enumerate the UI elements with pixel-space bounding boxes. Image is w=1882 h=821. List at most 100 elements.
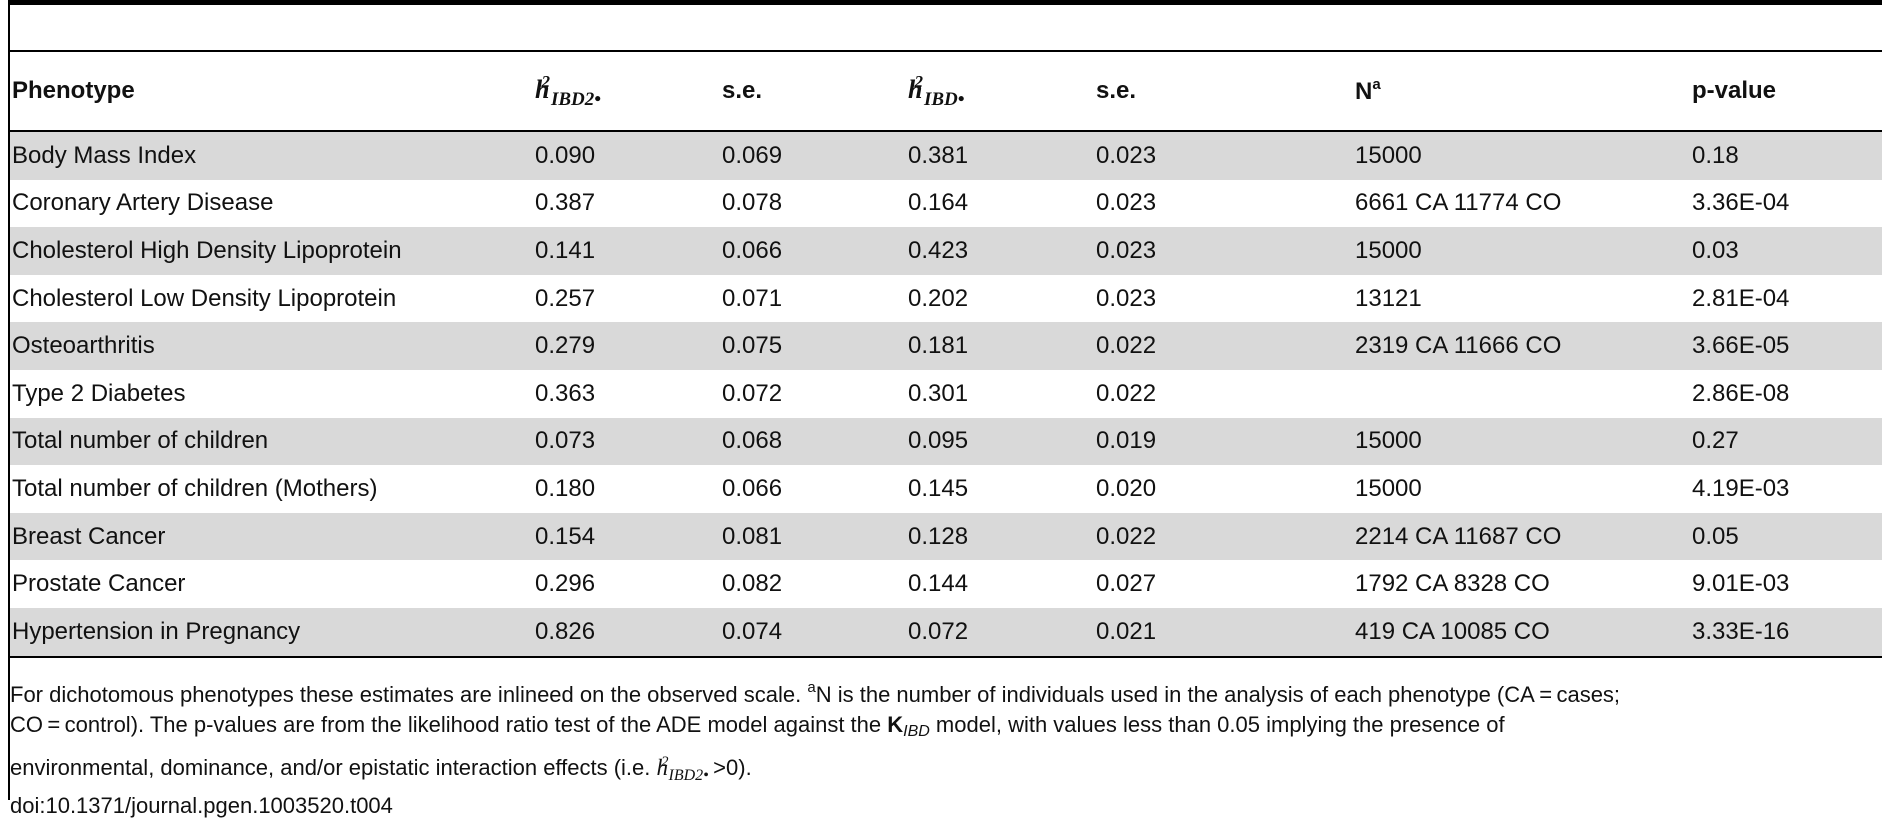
cell-se-1: 0.081 bbox=[720, 512, 906, 561]
cell-h2-ibd: 0.164 bbox=[908, 189, 969, 217]
cell-phenotype: Cholesterol High Density Lipoprotein bbox=[10, 227, 533, 275]
cell-h2-ibd: 0.144 bbox=[908, 570, 969, 598]
cell-n: 419 CA 10085 CO bbox=[1353, 607, 1690, 658]
cell-se-1: 0.066 bbox=[722, 474, 783, 502]
table-body: Body Mass Index 0.090 0.069 0.381 0.023 … bbox=[10, 131, 1882, 658]
table-row: Type 2 Diabetes 0.363 0.072 0.301 0.022 … bbox=[10, 370, 1882, 418]
cell-pvalue: 3.66E-05 bbox=[1690, 322, 1882, 370]
table-row: Total number of children (Mothers) 0.180… bbox=[10, 465, 1882, 513]
cell-se-2: 0.022 bbox=[1094, 322, 1353, 370]
header-h2-ibd2: h2IBD2• bbox=[533, 50, 720, 132]
top-border-rule bbox=[8, 0, 1882, 5]
cell-pvalue: 0.05 bbox=[1690, 512, 1882, 561]
cell-pvalue: 3.33E-16 bbox=[1690, 607, 1882, 658]
cell-se-2: 0.027 bbox=[1096, 570, 1157, 598]
cell-pvalue: 0.27 bbox=[1690, 417, 1882, 466]
h2-ibd2-inline-symbol: h2IBD2• bbox=[656, 754, 709, 784]
cell-se-2: 0.021 bbox=[1094, 607, 1353, 658]
table-row: Osteoarthritis 0.279 0.075 0.181 0.022 2… bbox=[10, 322, 1882, 370]
header-se-1: s.e. bbox=[720, 50, 906, 132]
cell-h2-ibd: 0.423 bbox=[906, 227, 1094, 275]
cell-se-1: 0.082 bbox=[722, 570, 783, 598]
cell-h2-ibd2: 0.279 bbox=[533, 322, 720, 370]
cell-h2-ibd: 0.145 bbox=[908, 474, 969, 502]
cell-h2-ibd: 0.202 bbox=[908, 284, 969, 312]
cell-pvalue: 4.19E-03 bbox=[1692, 474, 1790, 502]
cell-se-2: 0.022 bbox=[1094, 512, 1353, 561]
cell-phenotype: Breast Cancer bbox=[10, 512, 533, 561]
cell-se-2: 0.019 bbox=[1094, 417, 1353, 466]
cell-phenotype: Hypertension in Pregnancy bbox=[10, 607, 533, 658]
cell-se-1: 0.075 bbox=[720, 322, 906, 370]
cell-se-2: 0.023 bbox=[1094, 227, 1353, 275]
cell-se-2: 0.023 bbox=[1096, 189, 1157, 217]
cell-se-1: 0.069 bbox=[720, 131, 906, 180]
cell-h2-ibd: 0.095 bbox=[906, 417, 1094, 466]
cell-h2-ibd2: 0.363 bbox=[535, 379, 596, 407]
cell-pvalue: 0.03 bbox=[1690, 227, 1882, 275]
cell-se-1: 0.071 bbox=[722, 284, 783, 312]
cell-n: 2319 CA 11666 CO bbox=[1353, 322, 1690, 370]
cell-h2-ibd2: 0.257 bbox=[535, 284, 596, 312]
cell-n: 15000 bbox=[1353, 227, 1690, 275]
cell-pvalue: 2.86E-08 bbox=[1692, 379, 1790, 407]
cell-h2-ibd2: 0.141 bbox=[533, 227, 720, 275]
header-se-2: s.e. bbox=[1094, 50, 1353, 132]
left-border-rule bbox=[8, 0, 10, 800]
cell-h2-ibd: 0.072 bbox=[906, 607, 1094, 658]
table-row: Hypertension in Pregnancy 0.826 0.074 0.… bbox=[10, 607, 1882, 658]
cell-se-2: 0.022 bbox=[1096, 379, 1157, 407]
cell-phenotype: Coronary Artery Disease bbox=[12, 189, 274, 217]
cell-h2-ibd2: 0.826 bbox=[533, 607, 720, 658]
cell-h2-ibd2: 0.180 bbox=[535, 474, 596, 502]
cell-n: 6661 CA 11774 CO bbox=[1355, 189, 1562, 217]
results-table-container: Phenotype h2IBD2• s.e. h2IBD• s.e. Na p-… bbox=[10, 50, 1882, 658]
table-row: Prostate Cancer 0.296 0.082 0.144 0.027 … bbox=[10, 560, 1882, 608]
cell-h2-ibd2: 0.296 bbox=[535, 570, 596, 598]
doi-line: doi:10.1371/journal.pgen.1003520.t004 bbox=[10, 793, 393, 818]
cell-h2-ibd: 0.181 bbox=[906, 322, 1094, 370]
header-phenotype: Phenotype bbox=[10, 50, 533, 132]
cell-h2-ibd2: 0.154 bbox=[533, 512, 720, 561]
k-ibd-symbol: KIBD bbox=[887, 712, 930, 740]
cell-phenotype: Prostate Cancer bbox=[12, 570, 186, 598]
table-row: Coronary Artery Disease 0.387 0.078 0.16… bbox=[10, 180, 1882, 228]
cell-n: 13121 bbox=[1355, 284, 1422, 312]
cell-pvalue: 3.36E-04 bbox=[1692, 189, 1790, 217]
header-n: Na bbox=[1353, 50, 1690, 132]
cell-se-1: 0.074 bbox=[720, 607, 906, 658]
cell-n bbox=[1353, 370, 1690, 418]
cell-se-1: 0.072 bbox=[722, 379, 783, 407]
cell-h2-ibd: 0.301 bbox=[908, 379, 969, 407]
cell-pvalue: 9.01E-03 bbox=[1692, 570, 1790, 598]
header-h2-ibd: h2IBD• bbox=[906, 50, 1094, 132]
table-footnote: For dichotomous phenotypes these estimat… bbox=[10, 673, 1878, 821]
table-header-row: Phenotype h2IBD2• s.e. h2IBD• s.e. Na p-… bbox=[10, 50, 1882, 132]
table-row: Cholesterol Low Density Lipoprotein 0.25… bbox=[10, 275, 1882, 323]
cell-n: 2214 CA 11687 CO bbox=[1353, 512, 1690, 561]
cell-pvalue: 0.18 bbox=[1690, 131, 1882, 180]
cell-n: 15000 bbox=[1355, 474, 1422, 502]
cell-se-1: 0.068 bbox=[720, 417, 906, 466]
cell-se-1: 0.078 bbox=[722, 189, 783, 217]
cell-h2-ibd: 0.381 bbox=[906, 131, 1094, 180]
cell-n: 15000 bbox=[1353, 417, 1690, 466]
header-pvalue: p-value bbox=[1690, 50, 1882, 132]
cell-se-2: 0.020 bbox=[1096, 474, 1157, 502]
cell-phenotype: Total number of children bbox=[10, 417, 533, 466]
footnote-line-3: environmental, dominance, and/or epistat… bbox=[10, 754, 752, 784]
cell-n: 1792 CA 8328 CO bbox=[1355, 570, 1550, 598]
cell-phenotype: Total number of children (Mothers) bbox=[12, 474, 378, 502]
cell-se-2: 0.023 bbox=[1096, 284, 1157, 312]
table-row: Total number of children 0.073 0.068 0.0… bbox=[10, 417, 1882, 466]
table-row: Breast Cancer 0.154 0.081 0.128 0.022 22… bbox=[10, 512, 1882, 561]
cell-h2-ibd: 0.128 bbox=[906, 512, 1094, 561]
table-row: Body Mass Index 0.090 0.069 0.381 0.023 … bbox=[10, 131, 1882, 180]
cell-phenotype: Type 2 Diabetes bbox=[12, 379, 186, 407]
cell-phenotype: Body Mass Index bbox=[10, 131, 533, 180]
footnote-line-2: CO = control). The p-values are from the… bbox=[10, 712, 1505, 740]
footnote-line-1: For dichotomous phenotypes these estimat… bbox=[10, 679, 1621, 707]
h2-ibd-symbol: h2IBD• bbox=[908, 71, 965, 110]
cell-phenotype: Osteoarthritis bbox=[10, 322, 533, 370]
cell-h2-ibd2: 0.090 bbox=[533, 131, 720, 180]
